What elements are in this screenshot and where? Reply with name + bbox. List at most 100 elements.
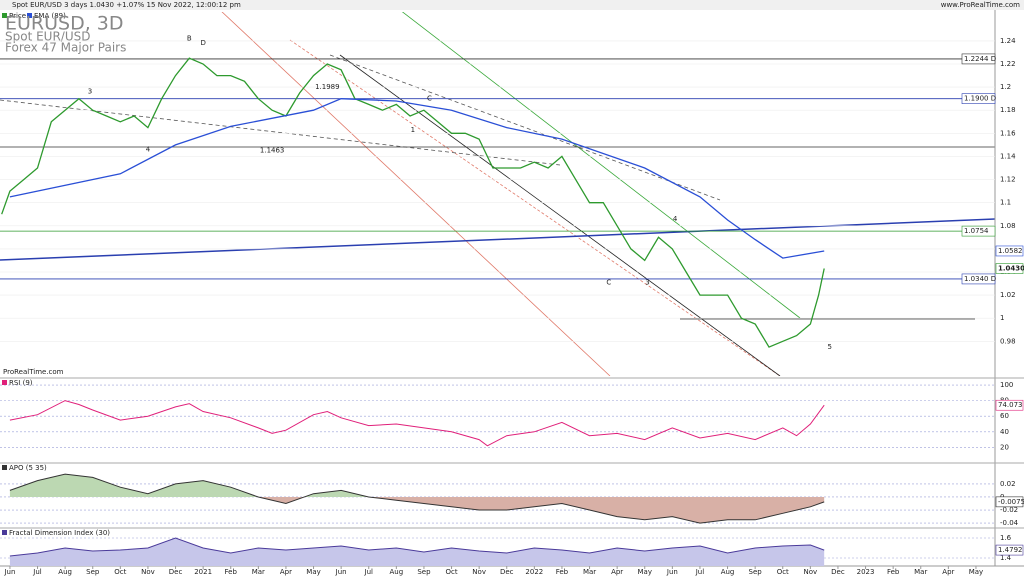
panel-swatch [2, 530, 7, 535]
x-tick-label: Mar [252, 568, 265, 576]
y-tick-label: 1.12 [1000, 176, 1016, 184]
panel-title: Fractal Dimension Index (30) [9, 529, 110, 537]
legend-swatch [2, 13, 7, 18]
x-tick-label: Dec [169, 568, 183, 576]
y-tick-label: 1 [1000, 314, 1004, 322]
y-tick-label: 1.2 [1000, 83, 1011, 91]
wave-label: C [427, 95, 432, 103]
panel-title: APO (5 35) [9, 464, 47, 472]
series-line [9, 537, 825, 557]
wave-label: C [606, 278, 611, 286]
x-tick-label: Apr [942, 568, 954, 576]
trendline [289, 39, 781, 376]
level-label: 1.0754 [964, 227, 989, 235]
trendlines [0, 12, 995, 376]
last-value-label: -0.0075 [998, 498, 1024, 506]
x-tick-label: Mar [914, 568, 927, 576]
x-tick-label: Jul [695, 568, 705, 576]
trendline [0, 99, 561, 166]
wave-label: 1 [411, 126, 415, 134]
area [9, 538, 825, 566]
x-tick-label: Oct [445, 568, 457, 576]
x-tick-label: Oct [777, 568, 789, 576]
y-tick-label: 60 [1000, 412, 1009, 420]
y-tick-label: 1.22 [1000, 60, 1016, 68]
level-label: 1.2244 D [964, 55, 996, 63]
x-tick-label: Aug [721, 568, 735, 576]
last-value-box [995, 544, 1024, 556]
last-value-box [995, 399, 1024, 411]
y-tick-label: 1.18 [1000, 106, 1016, 114]
x-tick-label: May [306, 568, 320, 576]
area [258, 496, 825, 524]
subtitle: Spot EUR/USD [5, 30, 90, 44]
y-tick-label: 1.24 [1000, 37, 1016, 45]
y-tick-label: 40 [1000, 428, 1009, 436]
x-tick-label: Feb [225, 568, 238, 576]
x-tick-label: Sep [86, 568, 100, 576]
y-tick-label: -0.04 [1000, 519, 1019, 527]
watermark: ProRealTime.com [3, 368, 64, 376]
y-tick-label: 20 [1000, 443, 1009, 451]
level-label: 1.0340 D [964, 275, 996, 283]
wave-label: 4 [146, 146, 151, 154]
wave-label: 1.1463 [260, 147, 285, 155]
plot-area [0, 384, 995, 448]
x-tick-label: Jun [3, 568, 15, 576]
trendline [339, 54, 781, 376]
level-box [961, 225, 996, 237]
last-value-label: 1.0430 [998, 265, 1024, 273]
info-bar [0, 0, 1024, 10]
plot-area [0, 40, 995, 348]
legend-entry: Price [9, 12, 26, 20]
area [9, 474, 825, 497]
x-tick-label: Dec [831, 568, 845, 576]
wave-label: 1.1989 [315, 83, 340, 91]
info-text: Spot EUR/USD 3 days 1.0430 +1.07% 15 Nov… [12, 1, 241, 9]
trendline [329, 54, 721, 201]
x-tick-label: May [638, 568, 652, 576]
x-tick-label: 2021 [194, 568, 212, 576]
series-line [9, 400, 825, 447]
y-tick-label: -0.02 [1000, 506, 1018, 514]
x-tick-label: Nov [141, 568, 155, 576]
x-tick-label: Apr [611, 568, 623, 576]
level-box [961, 273, 996, 285]
y-tick-label: 1.14 [1000, 152, 1016, 160]
wave-label: B [187, 35, 192, 43]
x-tick-label: Apr [280, 568, 292, 576]
last-value-label: 1.4792 [998, 546, 1023, 554]
wave-label: 4 [673, 215, 678, 223]
wave-label: D [200, 39, 205, 47]
plot-area [0, 473, 995, 524]
x-tick-label: Sep [417, 568, 431, 576]
x-tick-label: Aug [58, 568, 72, 576]
x-tick-label: Dec [500, 568, 514, 576]
trendline [221, 12, 611, 376]
x-tick-label: Jul [364, 568, 374, 576]
x-tick-label: Feb [887, 568, 900, 576]
group: Forex 47 Major Pairs [5, 41, 126, 55]
x-tick-label: Nov [804, 568, 818, 576]
x-tick-label: Feb [556, 568, 569, 576]
site: www.ProRealTime.com [941, 1, 1020, 9]
last-value-box [995, 263, 1024, 274]
wave-label: 3 [645, 278, 649, 286]
x-tick-label: Nov [472, 568, 486, 576]
panel-swatch [2, 465, 7, 470]
legend-swatch [27, 13, 32, 18]
y-tick-label: 0.02 [1000, 480, 1016, 488]
panel-swatch [2, 380, 7, 385]
last-value-label: 74.073 [998, 401, 1023, 409]
level-box [961, 93, 996, 104]
last-value-box [995, 245, 1024, 257]
panel-title: RSI (9) [9, 379, 33, 387]
symbol-title: EURUSD, 3D [5, 13, 124, 35]
wave-label: 3 [88, 88, 92, 96]
level-label: 1.1900 D [964, 95, 996, 103]
last-value-label: 1.0582 [998, 247, 1023, 255]
y-tick-label: 0.98 [1000, 337, 1016, 345]
x-tick-label: Oct [114, 568, 126, 576]
x-tick-label: Aug [390, 568, 404, 576]
